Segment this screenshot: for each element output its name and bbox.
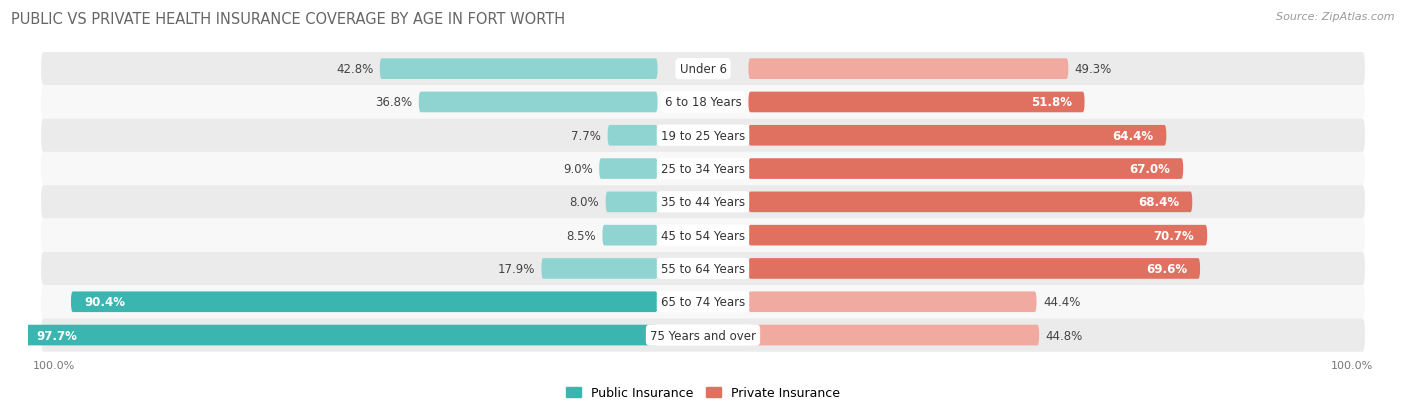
- Text: 70.7%: 70.7%: [1153, 229, 1194, 242]
- Text: 97.7%: 97.7%: [37, 329, 77, 342]
- FancyBboxPatch shape: [607, 126, 658, 146]
- FancyBboxPatch shape: [748, 292, 1036, 312]
- FancyBboxPatch shape: [380, 59, 658, 80]
- Text: 17.9%: 17.9%: [498, 262, 534, 275]
- FancyBboxPatch shape: [748, 93, 1084, 113]
- Text: Source: ZipAtlas.com: Source: ZipAtlas.com: [1277, 12, 1395, 22]
- Text: 36.8%: 36.8%: [375, 96, 412, 109]
- Legend: Public Insurance, Private Insurance: Public Insurance, Private Insurance: [561, 381, 845, 404]
- FancyBboxPatch shape: [541, 259, 658, 279]
- Text: Under 6: Under 6: [679, 63, 727, 76]
- Text: 67.0%: 67.0%: [1129, 163, 1170, 176]
- Text: 75 Years and over: 75 Years and over: [650, 329, 756, 342]
- FancyBboxPatch shape: [41, 53, 1365, 86]
- Text: 7.7%: 7.7%: [571, 129, 602, 142]
- Text: 8.5%: 8.5%: [567, 229, 596, 242]
- FancyBboxPatch shape: [748, 325, 1039, 346]
- FancyBboxPatch shape: [599, 159, 658, 179]
- Text: 64.4%: 64.4%: [1112, 129, 1153, 142]
- FancyBboxPatch shape: [748, 159, 1184, 179]
- Text: 9.0%: 9.0%: [562, 163, 593, 176]
- FancyBboxPatch shape: [41, 319, 1365, 352]
- FancyBboxPatch shape: [748, 59, 1069, 80]
- FancyBboxPatch shape: [748, 225, 1208, 246]
- Text: 8.0%: 8.0%: [569, 196, 599, 209]
- Text: 44.4%: 44.4%: [1043, 296, 1080, 309]
- Text: 19 to 25 Years: 19 to 25 Years: [661, 129, 745, 142]
- FancyBboxPatch shape: [41, 86, 1365, 119]
- Text: 90.4%: 90.4%: [84, 296, 125, 309]
- FancyBboxPatch shape: [24, 325, 658, 346]
- Text: 65 to 74 Years: 65 to 74 Years: [661, 296, 745, 309]
- Text: 42.8%: 42.8%: [336, 63, 374, 76]
- FancyBboxPatch shape: [41, 152, 1365, 186]
- FancyBboxPatch shape: [748, 192, 1192, 213]
- Text: 25 to 34 Years: 25 to 34 Years: [661, 163, 745, 176]
- Text: 55 to 64 Years: 55 to 64 Years: [661, 262, 745, 275]
- FancyBboxPatch shape: [41, 219, 1365, 252]
- FancyBboxPatch shape: [602, 225, 658, 246]
- Text: 45 to 54 Years: 45 to 54 Years: [661, 229, 745, 242]
- FancyBboxPatch shape: [41, 186, 1365, 219]
- Text: 51.8%: 51.8%: [1031, 96, 1071, 109]
- Text: 49.3%: 49.3%: [1074, 63, 1112, 76]
- Text: 69.6%: 69.6%: [1146, 262, 1187, 275]
- Text: 44.8%: 44.8%: [1046, 329, 1083, 342]
- FancyBboxPatch shape: [748, 126, 1167, 146]
- FancyBboxPatch shape: [748, 259, 1201, 279]
- Text: 6 to 18 Years: 6 to 18 Years: [665, 96, 741, 109]
- FancyBboxPatch shape: [419, 93, 658, 113]
- FancyBboxPatch shape: [70, 292, 658, 312]
- Text: PUBLIC VS PRIVATE HEALTH INSURANCE COVERAGE BY AGE IN FORT WORTH: PUBLIC VS PRIVATE HEALTH INSURANCE COVER…: [11, 12, 565, 27]
- FancyBboxPatch shape: [41, 285, 1365, 319]
- Text: 68.4%: 68.4%: [1139, 196, 1180, 209]
- FancyBboxPatch shape: [606, 192, 658, 213]
- FancyBboxPatch shape: [41, 252, 1365, 285]
- Text: 35 to 44 Years: 35 to 44 Years: [661, 196, 745, 209]
- FancyBboxPatch shape: [41, 119, 1365, 152]
